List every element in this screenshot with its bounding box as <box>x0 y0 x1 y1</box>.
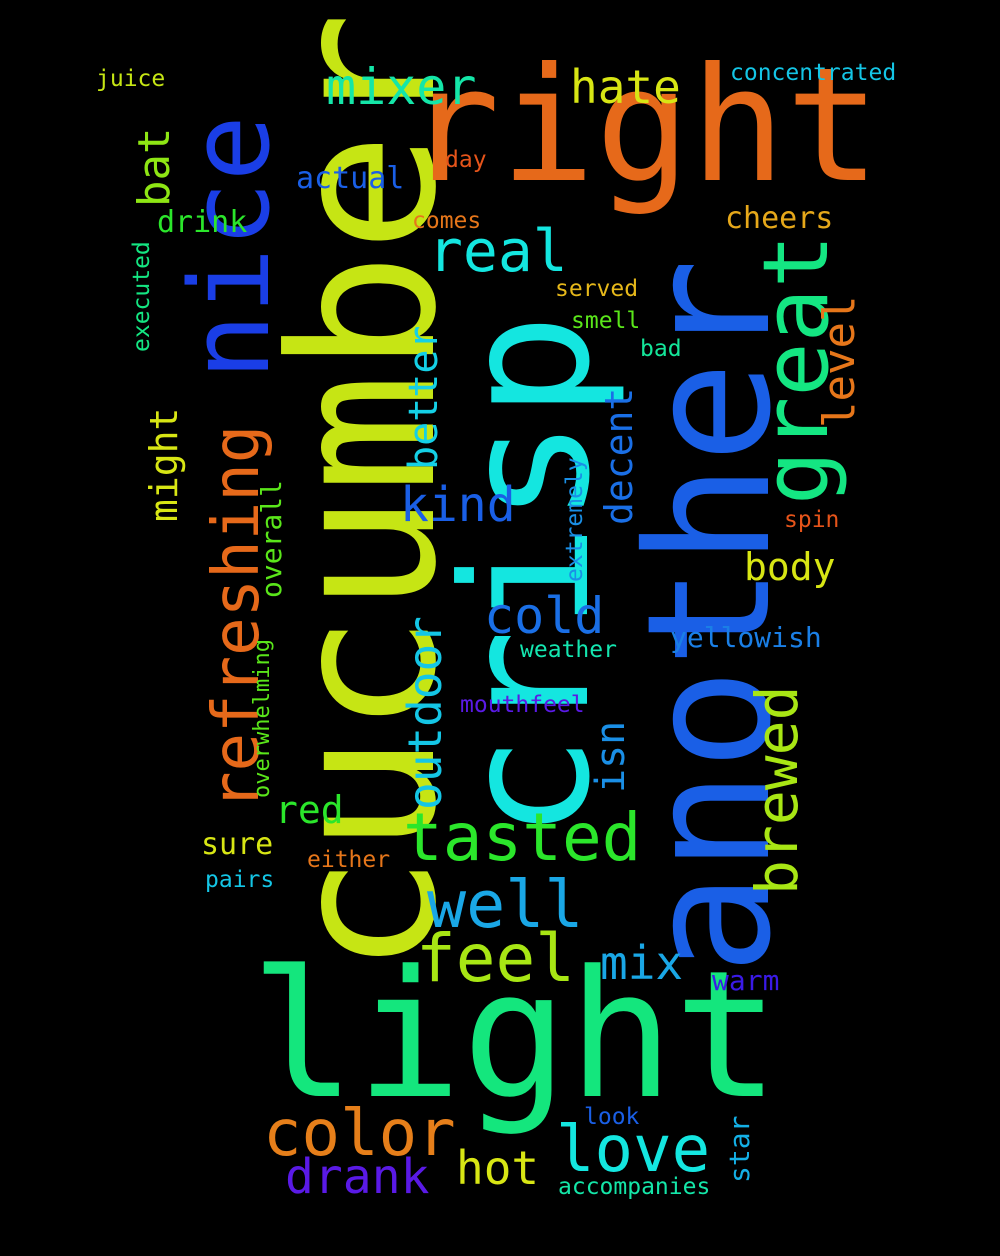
word-outdoor: outdoor <box>398 616 452 810</box>
word-isn: isn <box>588 720 634 793</box>
word-real: real <box>428 217 568 285</box>
word-extremely: extremely <box>562 457 588 582</box>
word-better: better <box>401 325 447 471</box>
word-day: day <box>445 147 487 173</box>
word-mixer: mixer <box>326 58 477 116</box>
word-look: look <box>584 1104 640 1130</box>
word-spin: spin <box>784 507 840 533</box>
word-weather: weather <box>520 637 617 663</box>
word-feel: feel <box>416 920 575 997</box>
word-light: light <box>250 933 780 1138</box>
word-nice: nice <box>166 115 294 380</box>
word-bat: bat <box>129 127 180 207</box>
word-concentrated: concentrated <box>730 60 897 86</box>
word-bad: bad <box>640 336 682 362</box>
word-warm: warm <box>712 964 780 997</box>
word-mix: mix <box>600 936 684 990</box>
word-body: body <box>744 545 836 589</box>
word-decent: decent <box>597 387 641 525</box>
word-accompanies: accompanies <box>558 1174 711 1200</box>
word-served: served <box>555 276 639 302</box>
word-either: either <box>307 847 391 873</box>
word-sure: sure <box>201 827 274 862</box>
word-juice: juice <box>96 66 166 92</box>
word-yellowish: yellowish <box>670 621 822 654</box>
word-level: level <box>814 295 865 428</box>
word-right: right <box>405 34 881 218</box>
word-tasted: tasted <box>403 799 642 876</box>
word-overwhelming: overwhelming <box>250 639 275 798</box>
word-kind: kind <box>400 477 516 533</box>
word-well: well <box>427 868 584 943</box>
word-comes: comes <box>412 208 482 234</box>
word-actual: actual <box>296 161 405 196</box>
word-color: color <box>263 1097 456 1171</box>
word-executed: executed <box>129 241 155 352</box>
word-pairs: pairs <box>205 867 275 893</box>
word-smell: smell <box>571 308 641 334</box>
word-cheers: cheers <box>725 201 834 236</box>
word-cold: cold <box>484 587 605 645</box>
word-red: red <box>275 788 344 832</box>
word-overall: overall <box>255 479 288 598</box>
word-drink: drink <box>157 205 248 240</box>
word-star: star <box>723 1115 756 1183</box>
word-love: love <box>556 1113 711 1187</box>
word-might: might <box>142 407 186 522</box>
word-hot: hot <box>456 1141 540 1195</box>
word-mouthfeel: mouthfeel <box>460 692 585 718</box>
word-brewed: brewed <box>743 685 811 895</box>
word-drank: drank <box>285 1149 430 1205</box>
word-hate: hate <box>570 60 681 114</box>
